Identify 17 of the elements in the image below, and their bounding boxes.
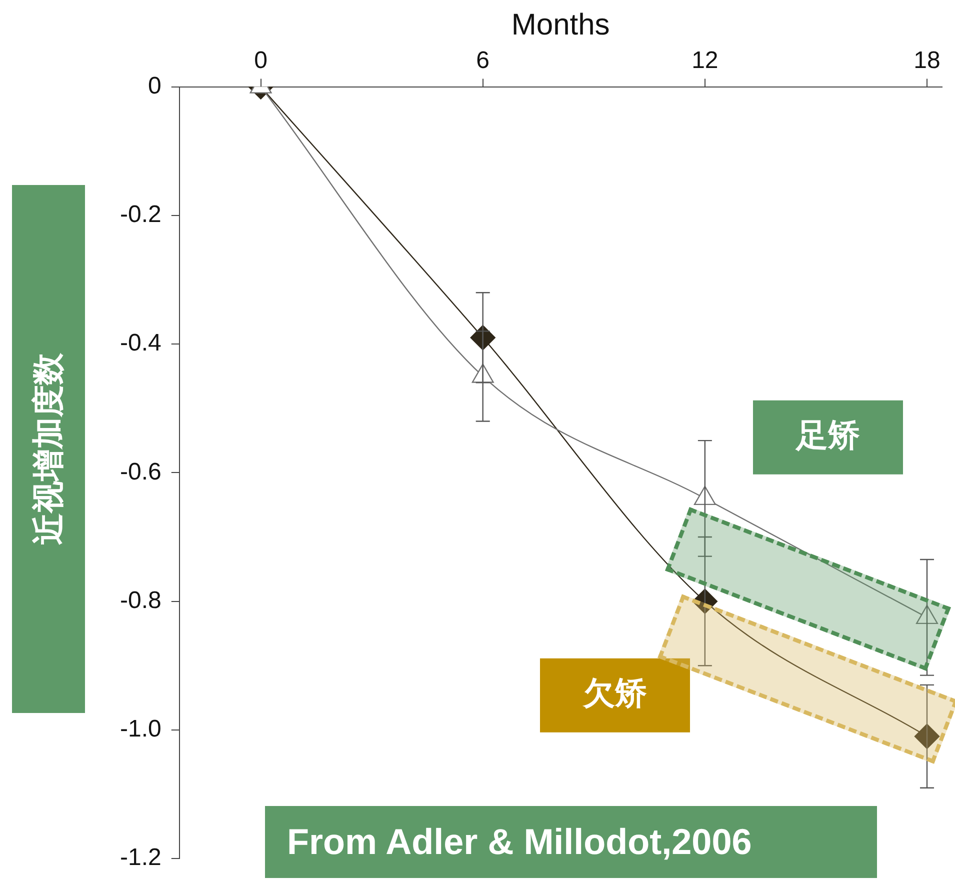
y-tick-label: -1.2 bbox=[120, 844, 162, 872]
y-tick-label: -0.2 bbox=[120, 201, 162, 228]
caption-panel: From Adler & Millodot,2006 bbox=[265, 806, 877, 878]
text: 欠矫 bbox=[582, 675, 647, 712]
label-panel: 近视增加度数 bbox=[12, 185, 85, 713]
y-tick-label: -0.8 bbox=[120, 586, 162, 614]
x-tick-label: 6 bbox=[476, 47, 490, 74]
text: 足矫 bbox=[794, 417, 860, 454]
x-axis-title: Months bbox=[511, 8, 610, 42]
y-tick-label: 0 bbox=[148, 72, 162, 100]
y-tick-label: -1.0 bbox=[120, 716, 162, 743]
x-tick-label: 0 bbox=[254, 47, 268, 74]
y-axis-title: 近视增加度数 bbox=[28, 353, 66, 545]
x-tick-label: 18 bbox=[914, 47, 940, 74]
x-tick-label: 12 bbox=[692, 47, 718, 74]
y-tick-label: -0.6 bbox=[120, 458, 162, 486]
y-tick-label: -0.4 bbox=[120, 330, 162, 357]
